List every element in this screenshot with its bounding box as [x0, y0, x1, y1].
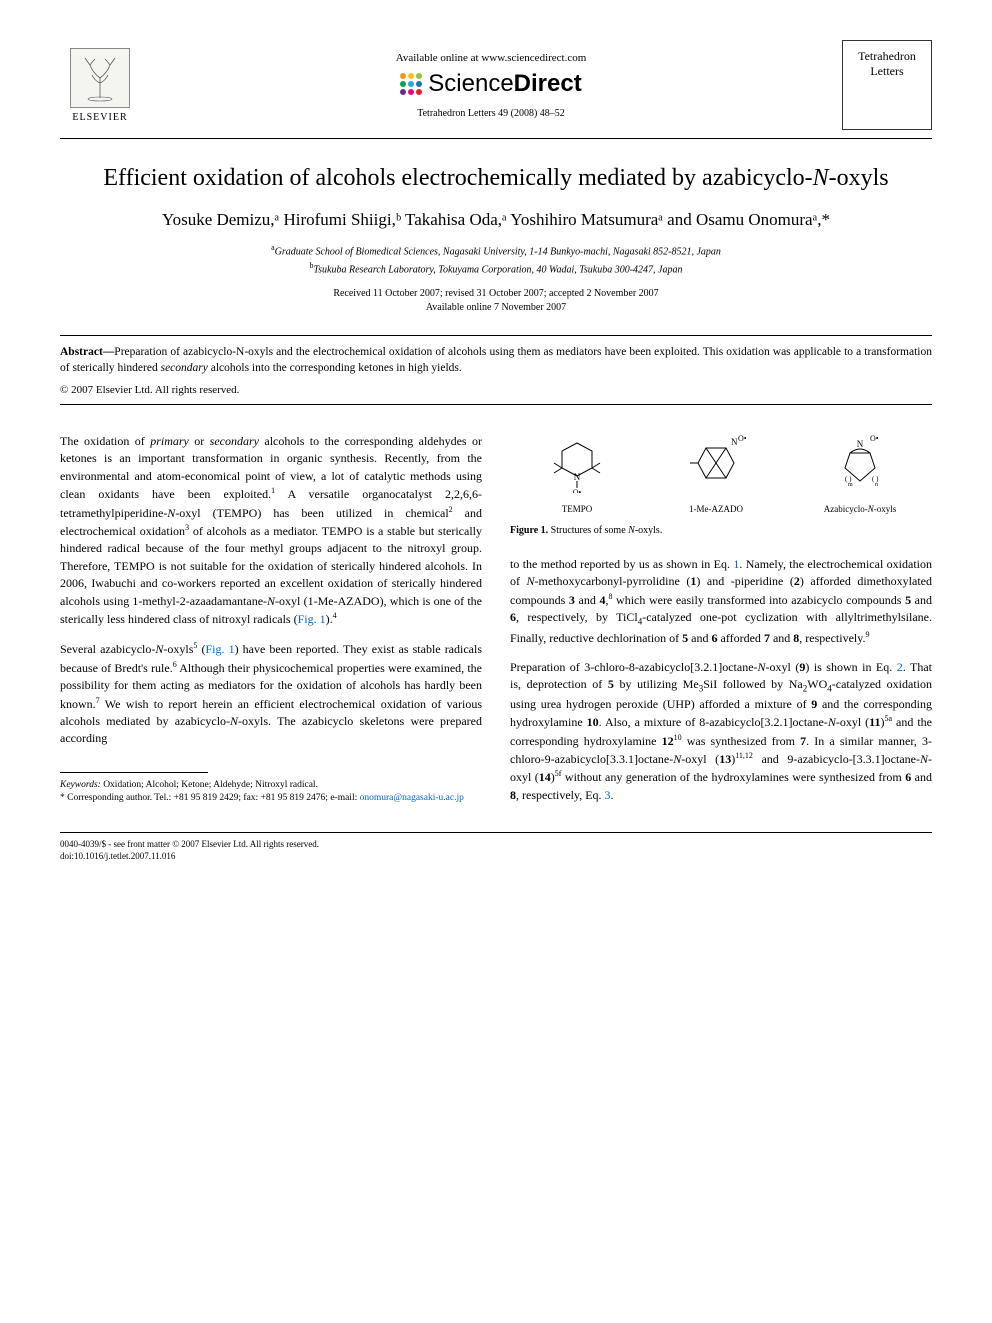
svg-text:N: N	[857, 439, 864, 449]
svg-text:O•: O•	[738, 434, 747, 443]
sd-brand-text: ScienceDirect	[428, 70, 581, 98]
journal-box-line1: Tetrahedron	[858, 49, 916, 64]
sciencedirect-center: Available online at www.sciencedirect.co…	[140, 52, 842, 119]
front-matter-line: 0040-4039/$ - see front matter © 2007 El…	[60, 839, 932, 851]
figure-1: N O• TEMPO	[510, 433, 932, 538]
chem-tempo: N O• TEMPO	[542, 433, 612, 516]
fig1-caption-bold: Figure 1.	[510, 525, 548, 536]
abstract: Abstract—Preparation of azabicyclo-N-oxy…	[60, 344, 932, 376]
header-divider	[60, 138, 932, 139]
elsevier-logo: ELSEVIER	[60, 40, 140, 130]
figure-1-caption: Figure 1. Structures of some N-oxyls.	[510, 524, 932, 539]
tempo-structure-icon: N O•	[542, 433, 612, 493]
azado-structure-icon: N O•	[676, 433, 756, 493]
footnotes: Keywords: Oxidation; Alcohol; Ketone; Al…	[60, 779, 482, 806]
svg-text:O•: O•	[573, 488, 582, 493]
corresponding-line: * Corresponding author. Tel.: +81 95 819…	[60, 792, 482, 805]
abstract-label: Abstract—	[60, 346, 114, 358]
left-p1: The oxidation of primary or secondary al…	[60, 433, 482, 628]
chem-azado: N O• 1-Me-AZADO	[676, 433, 756, 516]
body-columns: The oxidation of primary or secondary al…	[60, 433, 932, 816]
affiliations: aGraduate School of Biomedical Sciences,…	[60, 242, 932, 277]
bottom-divider	[60, 832, 932, 833]
chem-azabicyclo: N O• ( ) m ( ) n Azabicyclo-N-oxyls	[820, 433, 900, 516]
sd-brand-bold: Direct	[514, 70, 582, 97]
azabicyclo-label: Azabicyclo-N-oxyls	[820, 503, 900, 516]
abstract-divider-bottom	[60, 404, 932, 405]
abstract-text-2: alcohols into the corresponding ketones …	[208, 362, 462, 374]
abstract-ital: secondary	[161, 362, 208, 374]
dates-available: Available online 7 November 2007	[60, 301, 932, 315]
journal-box-line2: Letters	[870, 64, 903, 79]
keywords-line: Keywords: Oxidation; Alcohol; Ketone; Al…	[60, 779, 482, 792]
title-tail: -oxyls	[829, 165, 889, 191]
chem-structures-row: N O• TEMPO	[510, 433, 932, 516]
title-ital: N	[813, 165, 829, 191]
keywords-label: Keywords:	[60, 780, 101, 790]
right-column: N O• TEMPO	[510, 433, 932, 816]
svg-text:m: m	[848, 482, 853, 488]
header-row: ELSEVIER Available online at www.science…	[60, 40, 932, 130]
elsevier-tree-icon	[70, 48, 130, 108]
available-online-text: Available online at www.sciencedirect.co…	[140, 52, 842, 64]
title-plain: Efficient oxidation of alcohols electroc…	[103, 165, 812, 191]
sd-dots-icon	[400, 73, 422, 95]
sd-brand-light: Science	[428, 70, 513, 97]
dates-received: Received 11 October 2007; revised 31 Oct…	[60, 287, 932, 301]
elsevier-label: ELSEVIER	[72, 112, 127, 123]
svg-text:O•: O•	[870, 434, 879, 443]
svg-text:n: n	[875, 482, 878, 488]
doi-line: doi:10.1016/j.tetlet.2007.11.016	[60, 851, 932, 863]
fig1-caption-tail: -oxyls.	[635, 525, 663, 536]
svg-text:N: N	[574, 472, 581, 482]
journal-cover-box: Tetrahedron Letters	[842, 40, 932, 130]
azado-label: 1-Me-AZADO	[676, 503, 756, 516]
tempo-label: TEMPO	[542, 503, 612, 516]
keywords-text: Oxidation; Alcohol; Ketone; Aldehyde; Ni…	[101, 780, 318, 790]
authors-line: Yosuke Demizu,ᵃ Hirofumi Shiigi,ᵇ Takahi…	[60, 210, 932, 230]
right-p2: Preparation of 3-chloro-8-azabicyclo[3.2…	[510, 659, 932, 804]
article-dates: Received 11 October 2007; revised 31 Oct…	[60, 287, 932, 315]
left-column: The oxidation of primary or secondary al…	[60, 433, 482, 816]
journal-reference: Tetrahedron Letters 49 (2008) 48–52	[140, 108, 842, 119]
corresponding-email[interactable]: onomura@nagasaki-u.ac.jp	[360, 793, 464, 803]
abstract-copyright: © 2007 Elsevier Ltd. All rights reserved…	[60, 384, 932, 396]
fig1-caption-text: Structures of some	[548, 525, 628, 536]
affiliation-b: bTsukuba Research Laboratory, Tokuyama C…	[60, 260, 932, 277]
sciencedirect-logo: ScienceDirect	[140, 70, 842, 98]
article-title: Efficient oxidation of alcohols electroc…	[60, 163, 932, 194]
footnote-divider	[60, 772, 208, 773]
right-p1: to the method reported by us as shown in…	[510, 556, 932, 647]
svg-text:N: N	[731, 437, 738, 447]
abstract-divider-top	[60, 335, 932, 336]
corresponding-text: * Corresponding author. Tel.: +81 95 819…	[60, 793, 360, 803]
bottom-info: 0040-4039/$ - see front matter © 2007 El…	[60, 839, 932, 862]
left-p2: Several azabicyclo-N-oxyls5 (Fig. 1) hav…	[60, 640, 482, 747]
azabicyclo-structure-icon: N O• ( ) m ( ) n	[820, 433, 900, 493]
affiliation-a: aGraduate School of Biomedical Sciences,…	[60, 242, 932, 259]
fig1-caption-ital: N	[628, 525, 635, 536]
